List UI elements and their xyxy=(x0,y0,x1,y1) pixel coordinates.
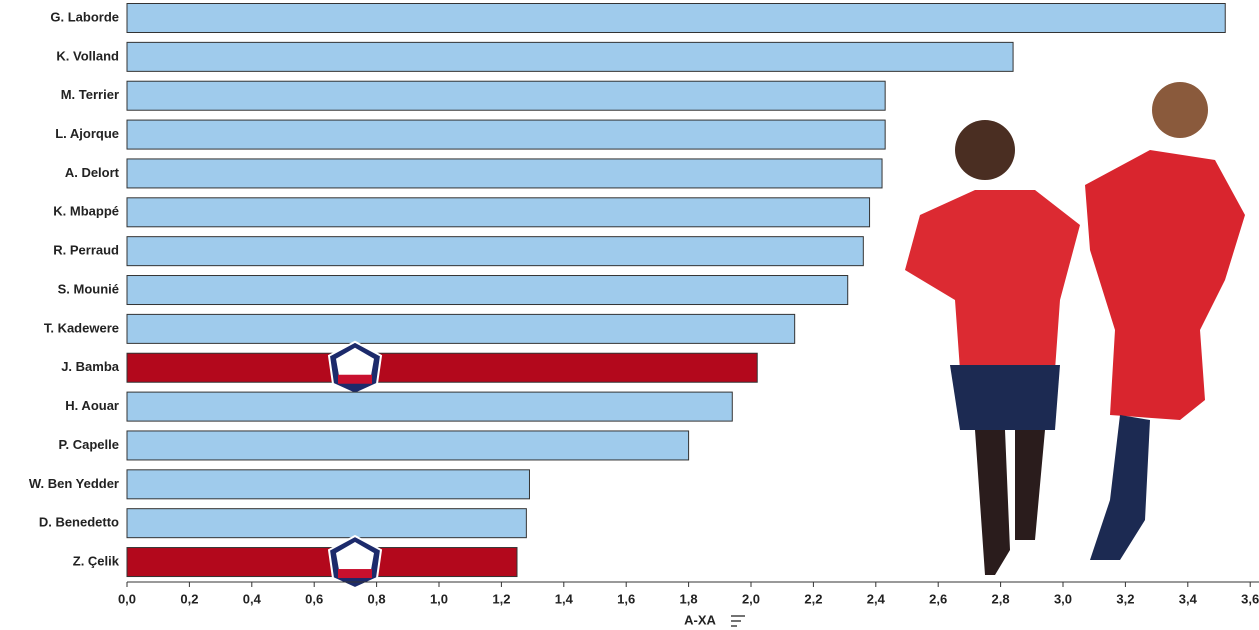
x-tick-label: 0,4 xyxy=(243,591,262,606)
badge-band xyxy=(338,569,372,579)
y-tick-label: M. Terrier xyxy=(61,87,119,102)
x-tick-label: 2,4 xyxy=(867,591,886,606)
bar xyxy=(126,313,796,344)
x-tick-label: 0,8 xyxy=(368,591,386,606)
badge-inner xyxy=(336,347,374,376)
x-tick-label: 2,6 xyxy=(929,591,947,606)
bar xyxy=(126,508,527,539)
x-tick-label: 2,8 xyxy=(992,591,1010,606)
bar xyxy=(126,391,733,422)
x-tick-label: 1,4 xyxy=(555,591,574,606)
x-tick-label: 0,0 xyxy=(118,591,136,606)
x-tick-label: 2,0 xyxy=(742,591,760,606)
x-tick-label: 1,2 xyxy=(492,591,510,606)
y-tick-label: D. Benedetto xyxy=(39,515,119,530)
y-tick-label: K. Volland xyxy=(56,48,119,63)
x-tick-label: 1,6 xyxy=(617,591,635,606)
y-tick-label: T. Kadewere xyxy=(44,320,119,335)
club-badge xyxy=(327,340,383,395)
bar xyxy=(126,469,530,500)
y-tick-label: W. Ben Yedder xyxy=(29,476,119,491)
x-tick-label: 3,0 xyxy=(1054,591,1072,606)
bar xyxy=(126,547,518,578)
player-photos xyxy=(905,82,1245,575)
x-tick-label: 0,6 xyxy=(305,591,323,606)
club-badge xyxy=(327,534,383,590)
bar xyxy=(126,3,1226,33)
y-tick-label: L. Ajorque xyxy=(55,126,119,141)
bar xyxy=(126,41,1014,72)
y-tick-label: Z. Çelik xyxy=(73,553,120,568)
y-tick-label: P. Capelle xyxy=(59,437,119,452)
bar xyxy=(126,119,886,150)
bar xyxy=(126,430,690,461)
y-tick-label: A. Delort xyxy=(65,165,120,180)
y-tick-label: H. Aouar xyxy=(65,398,119,413)
bar xyxy=(126,80,886,111)
y-tick-label: R. Perraud xyxy=(53,243,119,258)
bar xyxy=(126,158,883,189)
x-tick-label: 0,2 xyxy=(180,591,198,606)
bar xyxy=(126,197,871,228)
x-tick-label: 3,4 xyxy=(1179,591,1198,606)
x-tick-label: 1,8 xyxy=(680,591,698,606)
x-tick-label: 1,0 xyxy=(430,591,448,606)
y-tick-label: J. Bamba xyxy=(61,359,120,374)
x-tick-label: 2,2 xyxy=(804,591,822,606)
y-tick-label: K. Mbappé xyxy=(53,204,119,219)
badge-inner xyxy=(336,542,374,571)
x-tick-label: 3,6 xyxy=(1241,591,1259,606)
bar xyxy=(126,352,758,383)
x-axis-label: A-XA xyxy=(684,612,716,627)
sort-icon xyxy=(731,615,745,627)
x-tick-label: 3,2 xyxy=(1116,591,1134,606)
badge-band xyxy=(338,374,372,384)
y-tick-label: G. Laborde xyxy=(50,9,119,24)
y-tick-label: S. Mounié xyxy=(58,281,119,296)
bar xyxy=(126,275,849,306)
bar xyxy=(126,236,864,267)
